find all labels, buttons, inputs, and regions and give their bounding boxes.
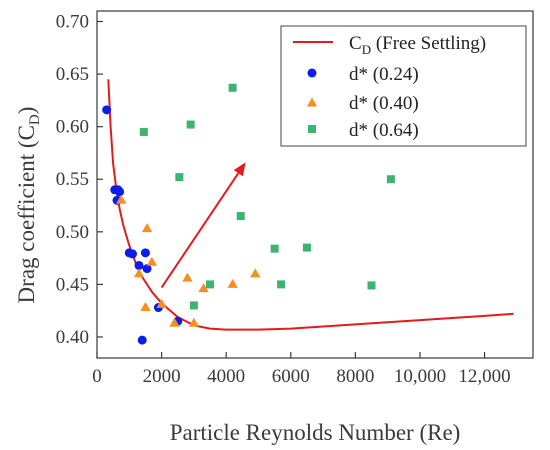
- legend-entry-0: d* (0.24): [349, 64, 419, 85]
- point-series0-8: [140, 248, 150, 258]
- point-series2-2: [186, 120, 195, 129]
- y-tick-label-6: 0.70: [56, 12, 89, 33]
- point-series0-0: [102, 105, 112, 115]
- y-tick-label-2: 0.50: [56, 222, 89, 243]
- point-series2-5: [206, 280, 215, 289]
- legend-marker-0: [307, 68, 317, 78]
- point-series1-3: [133, 268, 145, 278]
- point-series1-6: [169, 317, 180, 327]
- legend-curve-rest: (Free Settling): [371, 33, 486, 54]
- point-series2-8: [302, 243, 311, 252]
- y-tick-label-1: 0.45: [56, 274, 89, 295]
- point-series0-3: [115, 187, 125, 197]
- legend-entry-2: d* (0.64): [349, 120, 419, 141]
- x-tick-label-5: 10,000: [394, 366, 446, 387]
- legend-entry-curve: CD (Free Settling): [349, 33, 486, 57]
- point-series1-7: [182, 272, 193, 282]
- point-series0-7: [134, 260, 144, 270]
- legend-marker-1: [306, 97, 318, 107]
- point-series0-9: [142, 264, 152, 274]
- points-layer: [102, 83, 395, 345]
- legend-marker-2: [308, 125, 316, 133]
- x-tick-label-1: 2000: [143, 366, 181, 387]
- point-series2-9: [277, 280, 286, 289]
- point-series1-11: [250, 268, 261, 278]
- point-series2-1: [175, 173, 184, 182]
- point-series1-1: [141, 223, 153, 233]
- y-axis-label-end: ): [14, 107, 39, 115]
- point-series1-10: [227, 278, 238, 288]
- y-tick-label-5: 0.65: [56, 64, 89, 85]
- y-tick-label-3: 0.55: [56, 169, 89, 190]
- arrow-layer: [160, 162, 246, 289]
- y-axis-label: Drag coefficient (CD): [14, 107, 43, 304]
- point-series0-12: [137, 335, 147, 345]
- point-series2-6: [189, 301, 198, 310]
- plot-frame: [96, 10, 534, 359]
- legend-curve-subscript: D: [362, 42, 371, 57]
- x-tick-label-2: 4000: [207, 366, 245, 387]
- trend-arrow-head: [233, 162, 246, 177]
- legend-curve-main: C: [349, 33, 362, 54]
- x-tick-label-3: 6000: [272, 366, 310, 387]
- point-series2-7: [270, 244, 279, 253]
- point-series2-11: [386, 175, 395, 184]
- point-series2-4: [236, 212, 245, 221]
- x-tick-label-6: 12,000: [458, 366, 510, 387]
- point-series1-4: [140, 302, 151, 312]
- y-tick-label-0: 0.40: [56, 327, 89, 348]
- point-series2-0: [139, 127, 148, 136]
- legend-box: [280, 25, 527, 147]
- point-series2-3: [228, 83, 237, 92]
- point-series2-10: [367, 281, 376, 290]
- point-series1-8: [188, 317, 200, 327]
- legend-entry-1: d* (0.40): [349, 93, 419, 114]
- x-axis-label: Particle Reynolds Number (Re): [170, 420, 461, 445]
- y-tick-label-4: 0.60: [56, 117, 89, 138]
- point-series1-5: [156, 298, 167, 308]
- legend: CD (Free Settling) d* (0.24) d* (0.40) d…: [280, 25, 527, 147]
- x-tick-label-4: 8000: [336, 366, 374, 387]
- point-series0-6: [128, 249, 138, 259]
- x-tick-label-0: 0: [92, 366, 102, 387]
- point-series1-9: [198, 283, 209, 293]
- trend-arrow-shaft: [160, 172, 240, 289]
- point-series1-0: [116, 194, 127, 204]
- y-axis-label-subscript: D: [27, 114, 43, 125]
- point-series1-2: [146, 256, 158, 266]
- y-axis-label-main: Drag coefficient (C: [14, 125, 39, 303]
- axes-layer: 0 2000 4000 6000 8000 10,000 12,000 0.40 0.45 0.5…: [56, 10, 534, 387]
